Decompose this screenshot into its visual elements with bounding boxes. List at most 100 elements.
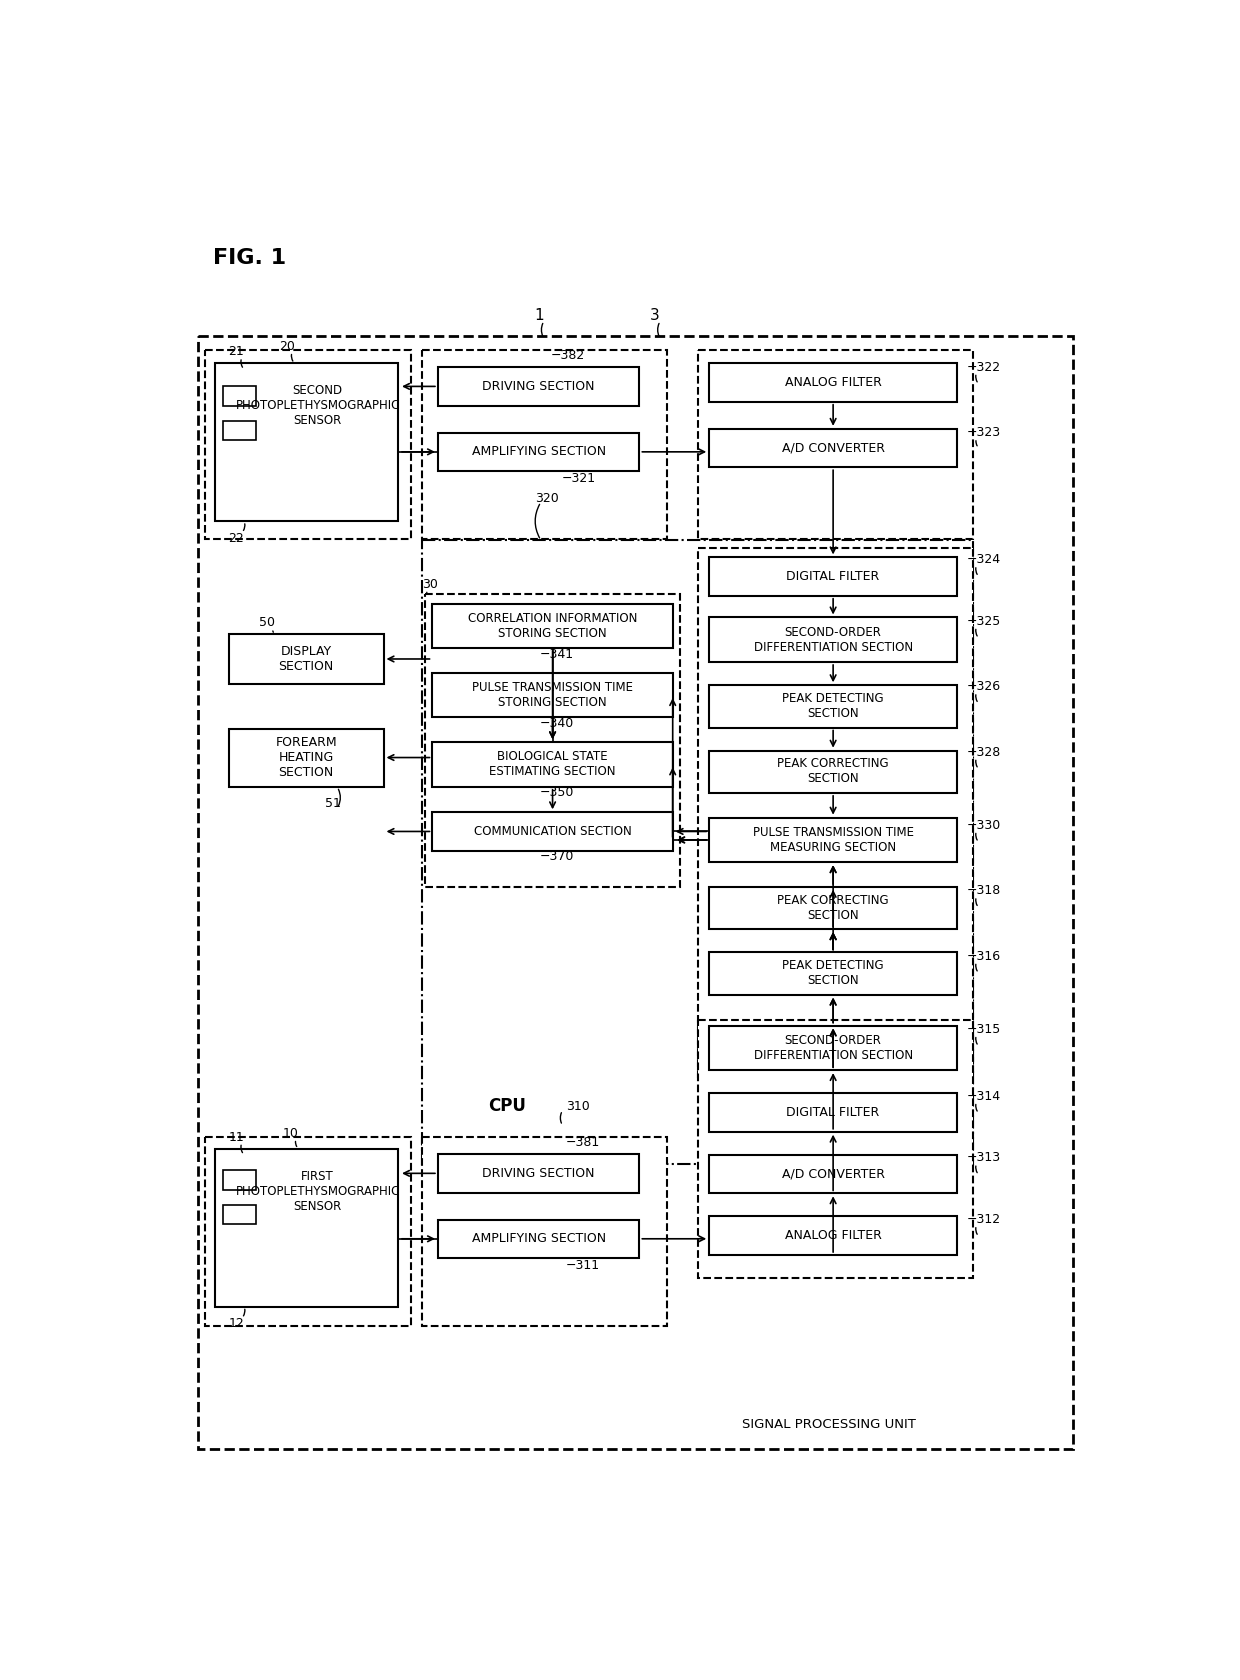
Bar <box>709 1154 957 1193</box>
Bar <box>433 811 672 850</box>
Bar <box>438 432 640 470</box>
Text: DISPLAY
SECTION: DISPLAY SECTION <box>279 645 334 674</box>
Text: −322: −322 <box>967 361 1002 373</box>
Bar <box>709 1025 957 1070</box>
Bar <box>709 363 957 402</box>
Text: SECOND-ORDER
DIFFERENTIATION SECTION: SECOND-ORDER DIFFERENTIATION SECTION <box>754 625 913 654</box>
Text: −315: −315 <box>967 1023 1002 1037</box>
Text: −316: −316 <box>967 949 1002 963</box>
Bar <box>424 595 681 887</box>
Text: −341: −341 <box>539 648 574 660</box>
Bar <box>423 349 667 539</box>
Text: BIOLOGICAL STATE
ESTIMATING SECTION: BIOLOGICAL STATE ESTIMATING SECTION <box>490 751 616 778</box>
Text: PEAK CORRECTING
SECTION: PEAK CORRECTING SECTION <box>777 894 889 922</box>
Bar <box>433 743 672 786</box>
Bar <box>697 349 972 539</box>
Bar <box>206 349 410 539</box>
Bar <box>709 818 957 862</box>
Text: −312: −312 <box>967 1213 1002 1226</box>
Text: −350: −350 <box>539 786 574 800</box>
Bar <box>438 1220 640 1258</box>
Bar <box>228 729 383 786</box>
Text: AMPLIFYING SECTION: AMPLIFYING SECTION <box>471 1233 605 1245</box>
Text: COMMUNICATION SECTION: COMMUNICATION SECTION <box>474 825 631 838</box>
Text: −318: −318 <box>967 884 1002 897</box>
Bar <box>223 1205 255 1225</box>
Bar <box>709 1094 957 1132</box>
Text: −325: −325 <box>967 615 1002 628</box>
Bar <box>197 336 1074 1448</box>
Text: 51: 51 <box>325 798 341 810</box>
Text: −381: −381 <box>565 1136 600 1149</box>
Text: 10: 10 <box>283 1127 299 1139</box>
Text: −311: −311 <box>565 1260 600 1272</box>
Text: SECOND
PHOTOPLETHYSMOGRAPHIC
SENSOR: SECOND PHOTOPLETHYSMOGRAPHIC SENSOR <box>236 385 401 427</box>
Text: 1: 1 <box>533 307 543 323</box>
Text: −323: −323 <box>967 427 1002 438</box>
Bar <box>223 422 255 440</box>
Text: FIG. 1: FIG. 1 <box>213 247 286 267</box>
Text: −314: −314 <box>967 1090 1002 1102</box>
Bar <box>697 548 972 1079</box>
Text: 21: 21 <box>228 346 244 358</box>
Text: −326: −326 <box>967 680 1002 694</box>
Bar <box>709 618 957 662</box>
Text: FOREARM
HEATING
SECTION: FOREARM HEATING SECTION <box>275 736 337 780</box>
Bar <box>709 751 957 793</box>
Bar <box>709 1216 957 1255</box>
Text: CPU: CPU <box>489 1097 526 1116</box>
Bar <box>223 1171 255 1189</box>
Text: SIGNAL PROCESSING UNIT: SIGNAL PROCESSING UNIT <box>743 1418 916 1431</box>
Bar <box>433 672 672 717</box>
Text: PEAK DETECTING
SECTION: PEAK DETECTING SECTION <box>782 692 884 721</box>
Bar <box>433 603 672 648</box>
Text: CORRELATION INFORMATION
STORING SECTION: CORRELATION INFORMATION STORING SECTION <box>467 612 637 640</box>
Text: 30: 30 <box>423 578 438 591</box>
Bar <box>709 558 957 596</box>
Bar <box>206 1137 410 1326</box>
Bar <box>697 1020 972 1278</box>
Text: A/D CONVERTER: A/D CONVERTER <box>781 442 884 455</box>
Bar <box>216 363 398 521</box>
Text: −340: −340 <box>539 717 574 731</box>
Text: PULSE TRANSMISSION TIME
STORING SECTION: PULSE TRANSMISSION TIME STORING SECTION <box>472 680 634 709</box>
Text: 20: 20 <box>279 339 295 353</box>
Text: ANALOG FILTER: ANALOG FILTER <box>785 376 882 390</box>
Bar <box>228 635 383 684</box>
Text: −313: −313 <box>967 1151 1002 1164</box>
Text: −328: −328 <box>967 746 1002 759</box>
Bar <box>438 368 640 405</box>
Text: PEAK DETECTING
SECTION: PEAK DETECTING SECTION <box>782 959 884 988</box>
Text: DIGITAL FILTER: DIGITAL FILTER <box>786 1105 879 1119</box>
Text: SECOND-ORDER
DIFFERENTIATION SECTION: SECOND-ORDER DIFFERENTIATION SECTION <box>754 1033 913 1062</box>
Text: ANALOG FILTER: ANALOG FILTER <box>785 1230 882 1242</box>
Bar <box>423 1137 667 1326</box>
Text: DRIVING SECTION: DRIVING SECTION <box>482 380 595 393</box>
Text: 50: 50 <box>259 617 275 630</box>
Text: FIRST
PHOTOPLETHYSMOGRAPHIC
SENSOR: FIRST PHOTOPLETHYSMOGRAPHIC SENSOR <box>236 1169 401 1213</box>
Text: 320: 320 <box>534 492 558 504</box>
Bar <box>438 1154 640 1193</box>
Text: −370: −370 <box>539 850 574 864</box>
Text: 12: 12 <box>228 1317 244 1331</box>
Bar <box>216 1149 398 1307</box>
Text: PULSE TRANSMISSION TIME
MEASURING SECTION: PULSE TRANSMISSION TIME MEASURING SECTIO… <box>753 827 914 853</box>
Bar <box>223 386 255 405</box>
Text: A/D CONVERTER: A/D CONVERTER <box>781 1168 884 1181</box>
Text: 22: 22 <box>228 531 244 544</box>
Text: −321: −321 <box>562 472 596 486</box>
Text: AMPLIFYING SECTION: AMPLIFYING SECTION <box>471 445 605 459</box>
Bar <box>423 541 972 1164</box>
Text: 3: 3 <box>650 307 660 323</box>
Text: DIGITAL FILTER: DIGITAL FILTER <box>786 570 879 583</box>
Text: PEAK CORRECTING
SECTION: PEAK CORRECTING SECTION <box>777 758 889 785</box>
Text: 310: 310 <box>565 1100 589 1112</box>
Text: −330: −330 <box>967 818 1002 832</box>
Text: −324: −324 <box>967 553 1002 566</box>
Bar <box>709 953 957 995</box>
Bar <box>709 887 957 929</box>
Bar <box>709 428 957 467</box>
Text: DRIVING SECTION: DRIVING SECTION <box>482 1168 595 1179</box>
Bar <box>709 685 957 727</box>
Text: 11: 11 <box>228 1131 244 1144</box>
